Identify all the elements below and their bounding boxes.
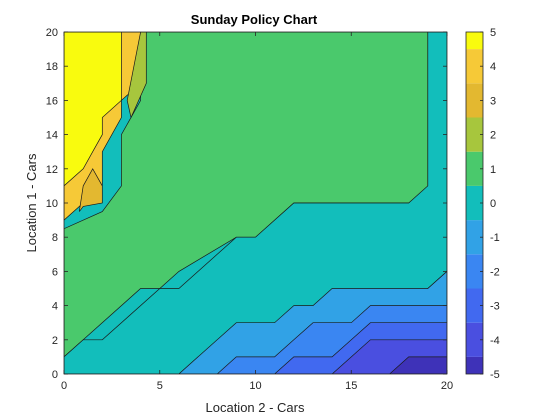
colorbar-tick-label: 0 [490, 198, 496, 210]
x-tick-label: 10 [249, 380, 261, 392]
contour-region-level-2 [126, 32, 147, 119]
x-tick-label: 15 [345, 380, 357, 392]
contour-region-level-3 [78, 168, 103, 212]
colorbar-band [466, 288, 483, 323]
colorbar: 5 4 3 2 1 0 -1 -2 -3 -4 -5 [465, 27, 500, 381]
contour-region-level-5 [64, 32, 122, 187]
x-tick-label: 5 [157, 380, 163, 392]
colorbar-band [466, 151, 483, 186]
colorbar-tick-label: -3 [490, 301, 500, 313]
y-tick-label: 14 [46, 130, 58, 142]
colorbar-tick-label: -4 [490, 335, 500, 347]
x-tick-label: 20 [441, 380, 453, 392]
colorbar-tick-label: -1 [490, 232, 500, 244]
colorbar-tick-label: 2 [490, 130, 496, 142]
y-axis-label: Location 1 - Cars [24, 153, 39, 252]
y-tick-label: 12 [46, 164, 58, 176]
colorbar-band [466, 220, 483, 255]
y-tick-label: 2 [52, 335, 58, 347]
y-tick-label: 4 [52, 301, 58, 313]
colorbar-band [466, 185, 483, 221]
y-tick-label: 10 [46, 198, 58, 210]
y-tick-label: 18 [46, 61, 58, 73]
colorbar-band [466, 356, 483, 374]
colorbar-bands [466, 32, 483, 374]
colorbar-tick-label: 1 [490, 164, 496, 176]
y-tick-label: 16 [46, 95, 58, 107]
y-tick-label: 20 [46, 27, 58, 39]
colorbar-band [466, 49, 483, 84]
colorbar-tick-label: -2 [490, 266, 500, 278]
y-tick-label: 0 [52, 369, 58, 381]
contour-region-level-neg5 [389, 356, 447, 374]
colorbar-tick-label: 3 [490, 95, 496, 107]
colorbar-tick-label: 5 [490, 27, 496, 39]
y-tick-label: 8 [52, 232, 58, 244]
colorbar-band [466, 83, 483, 118]
x-tick-label: 0 [61, 380, 67, 392]
colorbar-tick-label: 4 [490, 61, 496, 73]
y-axis: 0 2 4 6 8 10 12 14 16 18 20 [46, 27, 447, 381]
x-axis-label: Location 2 - Cars [206, 400, 305, 415]
x-axis: 0 5 10 15 20 [61, 32, 453, 392]
colorbar-band [466, 254, 483, 289]
chart-title: Sunday Policy Chart [191, 12, 318, 27]
y-tick-label: 6 [52, 266, 58, 278]
contour-plot: 0 5 10 15 20 0 2 4 6 8 10 12 14 16 18 20 [46, 27, 453, 392]
colorbar-ticks: 5 4 3 2 1 0 -1 -2 -3 -4 -5 [480, 27, 500, 381]
colorbar-band [466, 322, 483, 357]
colorbar-tick-label: -5 [490, 369, 500, 381]
colorbar-band [466, 117, 483, 152]
contour-regions [64, 32, 447, 374]
colorbar-band [466, 32, 483, 50]
